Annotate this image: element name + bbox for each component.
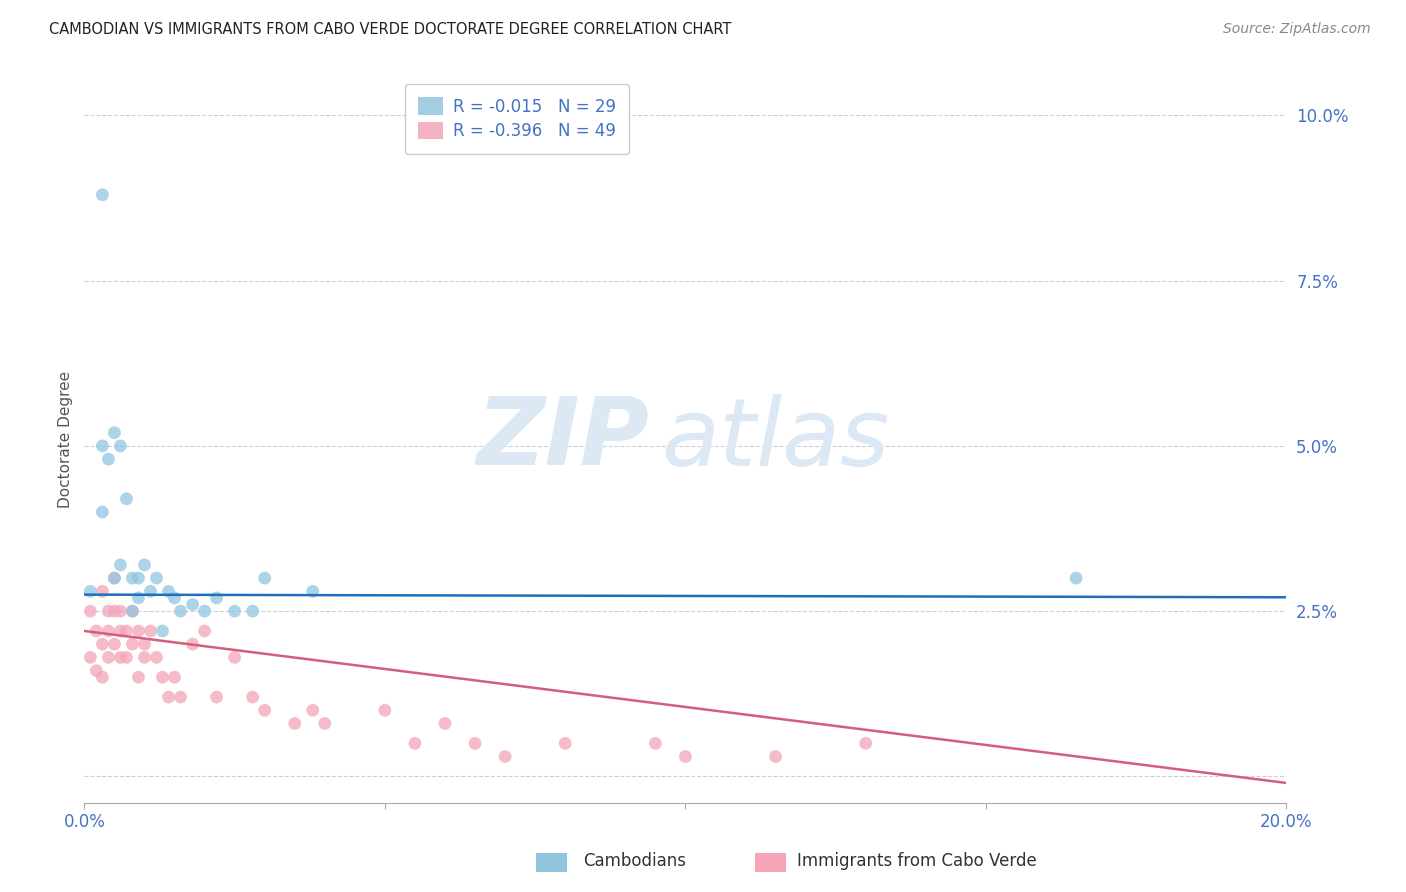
Point — [644, 736, 666, 750]
Point — [554, 736, 576, 750]
Point — [494, 749, 516, 764]
Point — [121, 604, 143, 618]
Point — [181, 637, 204, 651]
Point — [110, 558, 132, 572]
Point — [121, 604, 143, 618]
Point — [121, 571, 143, 585]
Text: atlas: atlas — [661, 393, 890, 485]
Point — [127, 670, 149, 684]
Point — [374, 703, 396, 717]
Point — [134, 650, 156, 665]
Point — [79, 604, 101, 618]
Point — [224, 650, 246, 665]
Point — [163, 670, 186, 684]
Point — [404, 736, 426, 750]
Point — [97, 650, 120, 665]
Point — [145, 650, 167, 665]
Point — [145, 571, 167, 585]
Point — [110, 604, 132, 618]
Point — [91, 187, 114, 202]
Point — [181, 598, 204, 612]
Point — [205, 591, 228, 605]
Point — [301, 584, 323, 599]
Text: Source: ZipAtlas.com: Source: ZipAtlas.com — [1223, 22, 1371, 37]
Point — [127, 624, 149, 638]
Point — [675, 749, 697, 764]
Y-axis label: Doctorate Degree: Doctorate Degree — [58, 371, 73, 508]
Point — [97, 604, 120, 618]
Point — [152, 670, 174, 684]
Point — [115, 491, 138, 506]
Point — [103, 604, 125, 618]
Point — [103, 571, 125, 585]
Point — [855, 736, 877, 750]
Point — [194, 624, 217, 638]
Point — [86, 624, 108, 638]
Point — [242, 604, 264, 618]
Point — [139, 624, 162, 638]
Point — [91, 505, 114, 519]
Point — [91, 670, 114, 684]
Point — [284, 716, 307, 731]
Point — [314, 716, 336, 731]
Point — [115, 624, 138, 638]
Point — [110, 650, 132, 665]
Point — [253, 571, 276, 585]
Point — [194, 604, 217, 618]
Point — [169, 604, 191, 618]
Text: CAMBODIAN VS IMMIGRANTS FROM CABO VERDE DOCTORATE DEGREE CORRELATION CHART: CAMBODIAN VS IMMIGRANTS FROM CABO VERDE … — [49, 22, 731, 37]
Point — [115, 650, 138, 665]
Point — [110, 624, 132, 638]
Point — [127, 591, 149, 605]
Point — [110, 439, 132, 453]
Point — [97, 452, 120, 467]
Point — [79, 650, 101, 665]
Point — [139, 584, 162, 599]
Text: Cambodians: Cambodians — [583, 852, 686, 870]
Point — [79, 584, 101, 599]
Point — [169, 690, 191, 704]
Point — [134, 637, 156, 651]
Point — [152, 624, 174, 638]
Point — [91, 637, 114, 651]
Point — [205, 690, 228, 704]
Point — [97, 624, 120, 638]
Point — [224, 604, 246, 618]
Point — [464, 736, 486, 750]
Point — [127, 571, 149, 585]
Point — [103, 425, 125, 440]
Point — [103, 637, 125, 651]
Point — [157, 584, 180, 599]
Point — [134, 558, 156, 572]
Text: Immigrants from Cabo Verde: Immigrants from Cabo Verde — [797, 852, 1038, 870]
Point — [253, 703, 276, 717]
Point — [434, 716, 457, 731]
Point — [91, 584, 114, 599]
Point — [86, 664, 108, 678]
Point — [765, 749, 787, 764]
Point — [121, 637, 143, 651]
Point — [163, 591, 186, 605]
Point — [91, 439, 114, 453]
Text: ZIP: ZIP — [477, 393, 650, 485]
Point — [103, 571, 125, 585]
Point — [157, 690, 180, 704]
Point — [301, 703, 323, 717]
Point — [242, 690, 264, 704]
Point — [1064, 571, 1087, 585]
Legend: R = -0.015   N = 29, R = -0.396   N = 49: R = -0.015 N = 29, R = -0.396 N = 49 — [405, 84, 630, 153]
